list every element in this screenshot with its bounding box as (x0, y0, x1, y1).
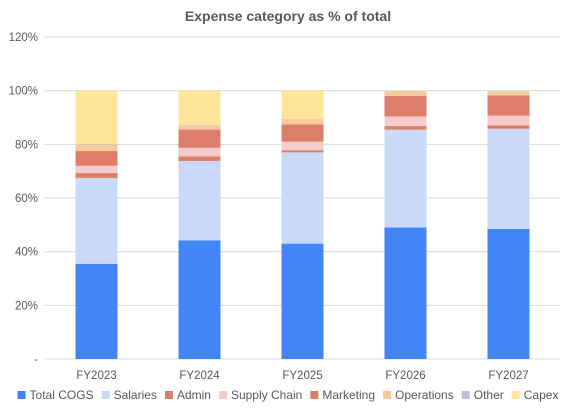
legend-swatch (164, 391, 173, 399)
bars (75, 90, 530, 359)
y-tick-label: 100% (9, 86, 38, 98)
legend-swatch (383, 391, 392, 399)
bar-segment-salaries (384, 129, 427, 228)
bar-segment-admin (178, 156, 221, 161)
bar-segment-marketing (384, 96, 427, 117)
y-tick-label: 60% (15, 193, 38, 205)
bar-segment-operations (178, 125, 221, 130)
x-tick-label: FY2025 (282, 370, 322, 382)
y-tick-label: 120% (9, 32, 38, 44)
x-tick-label: FY2027 (488, 370, 528, 382)
bar-segment-other (281, 119, 324, 120)
bar-segment-operations (281, 119, 324, 125)
legend-item-admin: Admin (164, 388, 211, 402)
legend-swatch (511, 391, 520, 399)
bar-segment-salaries (281, 152, 324, 244)
bar-segment-supply-chain (281, 141, 324, 151)
y-tick-label: 40% (15, 247, 38, 259)
bar-segment-salaries (487, 128, 530, 229)
bar-segment-capex (487, 90, 530, 92)
legend-label: Marketing (322, 388, 375, 402)
x-tick-label: FY2024 (179, 370, 220, 382)
legend-label: Salaries (114, 388, 157, 402)
bar-segment-marketing (281, 124, 324, 142)
legend-item-salaries: Salaries (101, 388, 157, 402)
bar-segment-supply-chain (384, 116, 427, 127)
legend-label: Operations (395, 388, 454, 402)
legend: Total COGS Salaries Admin Supply Chain Marke… (17, 388, 559, 402)
y-axis-ticks: - 20% 40% 60% 80% 100% 120% (9, 32, 39, 366)
bar-segment-supply-chain (487, 115, 530, 126)
bar-stack-FY2027 (487, 90, 530, 359)
bar-segment-marketing (178, 129, 221, 148)
bar-segment-total-cogs (487, 228, 530, 359)
x-tick-label: FY2023 (76, 370, 116, 382)
y-tick-label: 20% (15, 300, 38, 312)
bar-segment-operations (384, 92, 427, 97)
legend-label: Total COGS (30, 388, 94, 402)
legend-item-supply-chain: Supply Chain (218, 388, 302, 402)
bar-segment-capex (281, 90, 324, 120)
legend-swatch (218, 391, 227, 399)
bar-segment-capex (178, 90, 221, 125)
legend-item-other: Other (461, 388, 504, 402)
legend-item-total-cogs: Total COGS (17, 388, 94, 402)
bar-stack-FY2026 (384, 90, 427, 359)
bar-segment-total-cogs (178, 240, 221, 359)
legend-item-operations: Operations (383, 388, 454, 402)
bar-segment-other (384, 91, 427, 93)
bar-segment-total-cogs (384, 227, 427, 359)
bar-segment-operations (487, 92, 530, 96)
legend-swatch (101, 391, 110, 399)
bar-segment-admin (281, 150, 324, 153)
bar-segment-operations (75, 144, 118, 152)
legend-label: Other (474, 388, 504, 402)
x-axis-ticks: FY2023 FY2024 FY2025 FY2026 FY2027 (76, 370, 528, 382)
chart-title: Expense category as % of total (185, 8, 391, 24)
legend-swatch (461, 391, 470, 399)
bar-segment-supply-chain (178, 147, 221, 157)
legend-label: Admin (177, 388, 211, 402)
bar-segment-admin (75, 173, 118, 178)
bar-segment-admin (487, 125, 530, 129)
x-tick-label: FY2026 (385, 370, 425, 382)
legend-swatch (310, 391, 319, 399)
bar-segment-admin (384, 126, 427, 130)
bar-segment-salaries (75, 177, 118, 264)
bar-stack-FY2023 (75, 90, 118, 359)
bar-segment-other (487, 91, 530, 93)
bar-stack-FY2025 (281, 90, 324, 359)
y-tick-label: 80% (15, 139, 38, 151)
bar-segment-capex (384, 90, 427, 92)
legend-item-capex: Capex (511, 388, 559, 402)
bar-segment-other (75, 143, 118, 145)
legend-label: Supply Chain (231, 388, 302, 402)
bar-stack-FY2024 (178, 90, 221, 359)
bar-segment-salaries (178, 160, 221, 241)
y-tick-label: - (34, 354, 38, 366)
bar-segment-total-cogs (281, 243, 324, 359)
legend-label: Capex (524, 388, 559, 402)
bar-segment-capex (75, 90, 118, 144)
bar-segment-supply-chain (75, 165, 118, 174)
bar-segment-total-cogs (75, 263, 118, 359)
bar-segment-other (178, 124, 221, 126)
bar-segment-marketing (75, 151, 118, 166)
legend-swatch (17, 391, 26, 399)
bar-segment-marketing (487, 95, 530, 116)
legend-item-marketing: Marketing (310, 388, 375, 402)
